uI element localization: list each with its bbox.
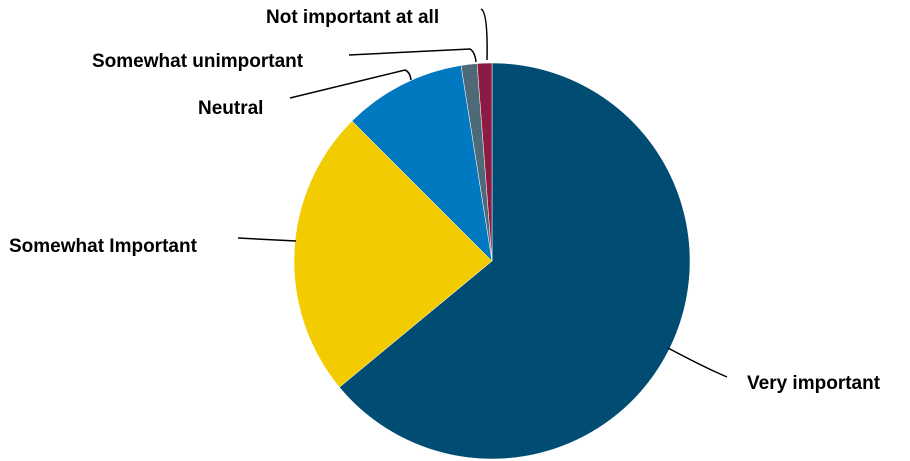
slice-somewhat-important: [293, 120, 493, 388]
slice-labels: Very important Somewhat Important Neutra…: [9, 7, 881, 394]
leader-line-very-important: [667, 347, 728, 378]
label-somewhat-unimportant: Somewhat unimportant: [92, 51, 304, 72]
leader-line-not-important-at-all: [480, 8, 488, 61]
pie-slices: [293, 62, 691, 460]
slice-not-important-at-all: [476, 62, 493, 262]
leader-line-neutral: [289, 69, 412, 99]
slice-neutral: [351, 65, 493, 262]
label-very-important: Very important: [747, 373, 881, 394]
label-leader-lines: [237, 8, 728, 378]
slice-very-important: [339, 62, 691, 460]
label-neutral: Neutral: [198, 98, 263, 119]
label-somewhat-important: Somewhat Important: [9, 236, 198, 257]
label-not-important-at-all: Not important at all: [266, 7, 439, 28]
leader-line-somewhat-important: [237, 237, 297, 242]
leader-line-somewhat-unimportant: [348, 48, 477, 63]
